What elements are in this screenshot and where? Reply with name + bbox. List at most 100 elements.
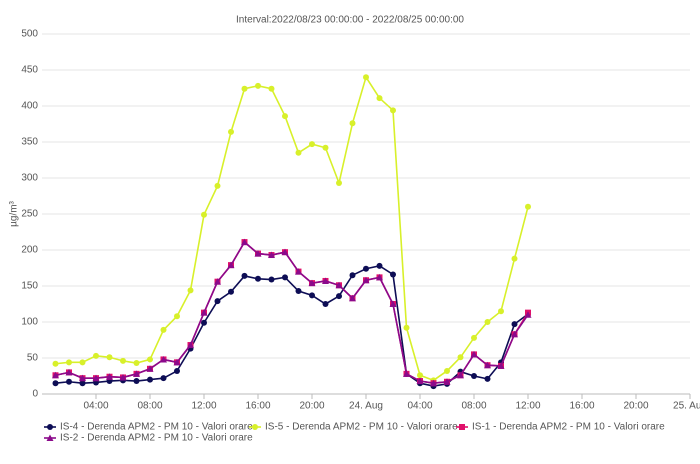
legend-label: IS-5 - Derenda APM2 - PM 10 - Valori ora… [265, 422, 458, 433]
point [241, 272, 248, 279]
point [255, 275, 261, 282]
point [241, 85, 248, 92]
point [443, 378, 451, 385]
point [282, 274, 288, 281]
point [390, 271, 396, 278]
point [322, 301, 329, 307]
point [79, 359, 86, 366]
point [66, 359, 72, 366]
point [93, 352, 99, 359]
point [174, 313, 180, 320]
point [484, 361, 491, 369]
point [160, 355, 167, 363]
point [255, 82, 261, 89]
point [309, 141, 315, 148]
point [444, 367, 450, 374]
point [457, 371, 464, 379]
point [308, 279, 316, 287]
point [511, 321, 518, 328]
point [362, 276, 370, 284]
legend-marker [47, 424, 53, 430]
point [79, 374, 86, 382]
legend-marker [46, 434, 54, 441]
x-tick-label: 25. Aug [673, 401, 700, 412]
x-tick-label: 12:00 [515, 401, 540, 412]
point [322, 277, 329, 284]
y-tick-label: 100 [21, 317, 38, 328]
x-tick-label: 20:00 [623, 401, 648, 412]
point [497, 362, 505, 369]
point [295, 149, 302, 156]
point [363, 74, 369, 81]
x-tick-label: 20:00 [299, 401, 324, 412]
y-tick-label: 0 [32, 389, 38, 400]
point [309, 292, 315, 299]
point [65, 368, 73, 376]
series-line [55, 264, 529, 387]
chart-title: Interval:2022/08/23 00:00:00 - 2022/08/2… [236, 15, 464, 26]
point [416, 377, 424, 385]
point [214, 298, 221, 305]
point [187, 341, 194, 349]
point [241, 238, 248, 246]
point [470, 350, 478, 358]
point [79, 380, 86, 387]
point [376, 262, 383, 269]
y-tick-label: 150 [21, 281, 38, 292]
point [349, 272, 356, 279]
point [214, 278, 221, 285]
point [160, 326, 167, 333]
point [524, 311, 532, 318]
legend-label: IS-2 - Derenda APM2 - PM 10 - Valori ora… [60, 433, 253, 444]
point [66, 378, 72, 385]
point [295, 268, 302, 275]
point [457, 354, 464, 361]
point [160, 375, 167, 382]
point [268, 276, 275, 283]
point [349, 120, 356, 127]
point [471, 373, 477, 379]
legend-label: IS-4 - Derenda APM2 - PM 10 - Valori ora… [60, 422, 253, 433]
y-tick-label: 300 [21, 173, 38, 184]
x-tick-label: 08:00 [137, 401, 162, 412]
y-tick-label: 500 [21, 29, 38, 40]
point [146, 365, 154, 372]
point [389, 300, 397, 307]
point [173, 358, 181, 366]
point [52, 371, 59, 379]
point [92, 374, 100, 382]
point [335, 281, 343, 289]
point [133, 370, 140, 377]
point [228, 128, 234, 135]
x-tick-label: 24. Aug [349, 401, 383, 412]
point [187, 287, 194, 294]
point [417, 372, 423, 379]
point [119, 373, 127, 381]
x-tick-label: 16:00 [245, 401, 270, 412]
point [201, 211, 207, 218]
point [268, 85, 275, 92]
point [133, 360, 140, 367]
point [282, 113, 288, 120]
point [228, 288, 234, 295]
x-tick-label: 04:00 [83, 401, 108, 412]
point [133, 378, 140, 385]
legend-marker [459, 424, 465, 430]
y-tick-label: 350 [21, 137, 38, 148]
point [106, 354, 113, 361]
y-tick-label: 50 [27, 353, 39, 364]
point [295, 288, 302, 295]
point [227, 261, 235, 269]
series-line [55, 240, 529, 385]
y-axis-label: µg/m³ [9, 200, 20, 226]
point [201, 319, 207, 326]
y-tick-label: 450 [21, 65, 38, 76]
point [525, 203, 531, 210]
x-tick-label: 04:00 [407, 401, 432, 412]
legend-marker [252, 424, 258, 430]
series-line [55, 75, 529, 382]
y-tick-label: 250 [21, 209, 38, 220]
legend-label: IS-1 - Derenda APM2 - PM 10 - Valori ora… [472, 422, 665, 433]
point [484, 319, 491, 325]
